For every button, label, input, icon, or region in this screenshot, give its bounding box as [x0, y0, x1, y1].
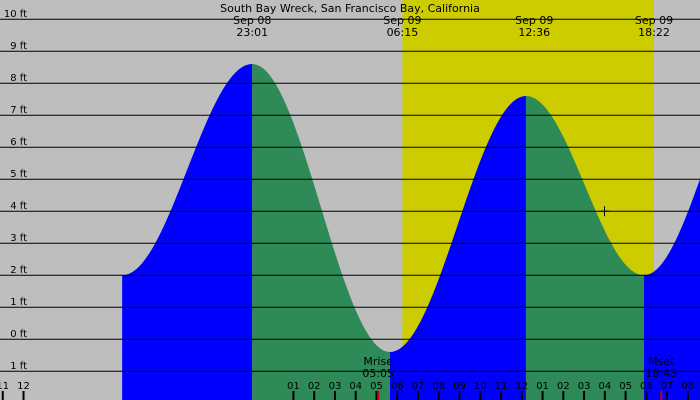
- rising-tide-area: [643, 179, 700, 400]
- top-time-label: 23:01: [236, 26, 268, 39]
- x-tick-label: 12: [17, 381, 30, 392]
- moon-event-label: Mrise: [363, 355, 393, 368]
- chart-title: South Bay Wreck, San Francisco Bay, Cali…: [220, 2, 480, 15]
- x-tick-label: 10: [474, 381, 487, 392]
- top-time-label: 06:15: [387, 26, 419, 39]
- x-tick-label: 06: [391, 381, 404, 392]
- top-date-label: Sep 09: [383, 14, 421, 27]
- x-tick-label: 02: [308, 381, 321, 392]
- x-tick-label: 02: [557, 381, 570, 392]
- rising-tide-area: [389, 96, 526, 400]
- y-tick-label: 6 ft: [10, 137, 27, 148]
- top-date-label: Sep 08: [233, 14, 271, 27]
- falling-tide-area: [252, 64, 390, 400]
- top-date-label: Sep 09: [515, 14, 553, 27]
- top-date-label: Sep 09: [635, 14, 673, 27]
- x-tick-label: 07: [412, 381, 425, 392]
- x-tick-label: 05: [370, 381, 383, 392]
- x-tick-label: 03: [329, 381, 342, 392]
- x-tick-label: 01: [287, 381, 300, 392]
- x-tick-label: 06: [640, 381, 653, 392]
- y-tick-label: 0 ft: [10, 329, 27, 340]
- moon-event-label: Mset: [648, 355, 675, 368]
- x-tick-label: 11: [495, 381, 508, 392]
- x-tick-label: 07: [661, 381, 674, 392]
- y-tick-label: 4 ft: [10, 201, 27, 212]
- x-axis: 11 12 01 02 03 04 05 06 07 08 09 10 11 12 01 02 03 04 05 06…: [0, 381, 694, 400]
- x-tick-label: 09: [453, 381, 466, 392]
- x-tick-label: 08: [682, 381, 695, 392]
- x-tick-label: 03: [578, 381, 591, 392]
- y-tick-label: 1 ft: [10, 361, 27, 372]
- y-tick-label: 10 ft: [4, 9, 27, 20]
- top-time-label: 12:36: [518, 26, 550, 39]
- y-axis-labels: 10 ft 9 ft 8 ft 7 ft 6 ft 5 ft 4 ft 3 ft 2 ft 1 f…: [4, 9, 27, 372]
- top-time-label: 18:22: [638, 26, 670, 39]
- current-time-marker: [599, 206, 610, 217]
- x-tick-label: 01: [536, 381, 549, 392]
- rising-tide-area: [122, 64, 253, 400]
- y-tick-label: 7 ft: [10, 105, 27, 116]
- x-tick-label: 04: [598, 381, 611, 392]
- y-tick-label: 5 ft: [10, 169, 27, 180]
- x-tick-label: 04: [349, 381, 362, 392]
- y-tick-label: 9 ft: [10, 41, 27, 52]
- x-tick-label: 12: [515, 381, 528, 392]
- gridlines: [0, 18, 700, 372]
- y-tick-label: 1 ft: [10, 297, 27, 308]
- y-tick-label: 2 ft: [10, 265, 27, 276]
- moon-event-time: 18:43: [645, 367, 677, 380]
- x-tick-label: 08: [432, 381, 445, 392]
- y-tick-label: 3 ft: [10, 233, 27, 244]
- y-tick-label: 8 ft: [10, 73, 27, 84]
- x-tick-label: 05: [619, 381, 632, 392]
- falling-tide-area: [525, 96, 644, 400]
- tide-areas: [122, 64, 700, 400]
- x-tick-label: 11: [0, 381, 9, 392]
- moon-event-time: 05:05: [362, 367, 394, 380]
